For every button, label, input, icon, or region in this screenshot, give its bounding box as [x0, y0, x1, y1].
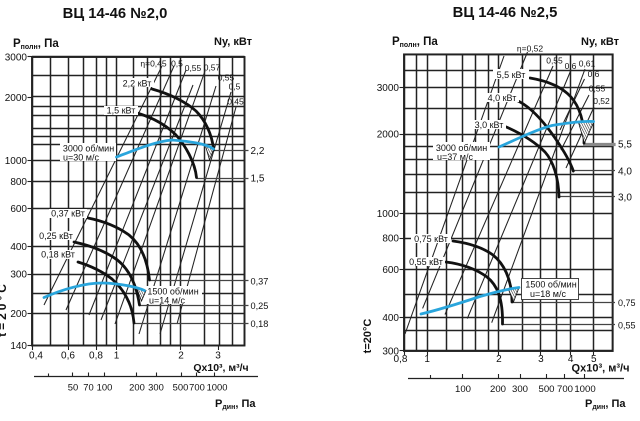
- svg-text:5,5 кВт: 5,5 кВт: [497, 70, 526, 80]
- svg-text:500: 500: [538, 384, 554, 395]
- svg-text:0,57: 0,57: [204, 63, 221, 73]
- svg-text:u=30 м/с: u=30 м/с: [63, 153, 99, 163]
- svg-text:Рдин, Па: Рдин, Па: [585, 398, 626, 411]
- svg-text:400: 400: [10, 242, 27, 253]
- svg-text:140: 140: [10, 341, 27, 352]
- svg-text:70: 70: [83, 382, 93, 393]
- svg-text:0,25: 0,25: [251, 301, 269, 311]
- svg-text:0,55: 0,55: [589, 84, 606, 94]
- svg-text:2: 2: [178, 351, 184, 362]
- svg-text:0,55: 0,55: [618, 321, 636, 331]
- svg-text:1,5 кВт: 1,5 кВт: [107, 106, 136, 116]
- svg-text:800: 800: [10, 177, 27, 188]
- svg-text:4: 4: [568, 354, 574, 365]
- svg-text:1000: 1000: [377, 209, 400, 220]
- svg-text:0,55: 0,55: [546, 56, 563, 66]
- svg-text:300: 300: [10, 270, 27, 281]
- svg-text:2000: 2000: [5, 93, 28, 104]
- svg-text:0,6: 0,6: [61, 351, 75, 362]
- svg-text:0,5: 0,5: [171, 59, 183, 69]
- svg-text:0,4: 0,4: [29, 351, 43, 362]
- svg-text:Qх10³, м³/ч: Qх10³, м³/ч: [572, 363, 630, 375]
- svg-text:300: 300: [382, 347, 399, 358]
- svg-text:2: 2: [496, 354, 502, 365]
- svg-text:3000 об/мин: 3000 об/мин: [436, 143, 487, 153]
- svg-text:4,0: 4,0: [618, 167, 632, 178]
- svg-text:0,75: 0,75: [618, 298, 636, 308]
- svg-text:600: 600: [10, 204, 27, 215]
- svg-text:Рдин, Па: Рдин, Па: [215, 398, 256, 411]
- svg-text:0,5: 0,5: [229, 82, 241, 92]
- svg-text:0,61: 0,61: [579, 59, 596, 69]
- svg-text:1,5: 1,5: [251, 174, 265, 185]
- svg-text:0,37 кВт: 0,37 кВт: [51, 209, 85, 219]
- svg-text:3,0: 3,0: [618, 193, 632, 204]
- svg-text:2,2: 2,2: [251, 146, 265, 157]
- svg-text:t=20°C: t=20°C: [0, 281, 9, 337]
- svg-text:4,0 кВт: 4,0 кВт: [488, 93, 517, 103]
- svg-text:0,52: 0,52: [593, 96, 610, 106]
- svg-text:1000: 1000: [574, 384, 595, 395]
- svg-text:1500 об/мин: 1500 об/мин: [525, 280, 576, 290]
- svg-text:50: 50: [68, 382, 78, 393]
- svg-text:0,75 кВт: 0,75 кВт: [414, 234, 448, 244]
- svg-text:0,6: 0,6: [588, 69, 600, 79]
- svg-text:t=20°C: t=20°C: [362, 319, 374, 354]
- svg-text:100: 100: [455, 384, 471, 395]
- svg-text:3: 3: [538, 354, 544, 365]
- svg-text:400: 400: [382, 313, 399, 324]
- svg-text:1: 1: [424, 354, 430, 365]
- svg-text:200: 200: [10, 309, 27, 320]
- svg-text:0,25 кВт: 0,25 кВт: [39, 231, 73, 241]
- svg-text:5,5: 5,5: [618, 140, 632, 151]
- svg-text:u=37 м/с: u=37 м/с: [437, 152, 473, 162]
- svg-text:3000: 3000: [5, 53, 28, 64]
- svg-text:3,0 кВт: 3,0 кВт: [475, 120, 504, 130]
- svg-text:1500 об/мин: 1500 об/мин: [147, 287, 198, 297]
- svg-text:Ny, кВт: Ny, кВт: [214, 36, 253, 48]
- svg-text:0,18 кВт: 0,18 кВт: [41, 250, 75, 260]
- svg-text:0,55: 0,55: [218, 73, 235, 83]
- svg-text:0,8: 0,8: [394, 354, 408, 365]
- svg-text:0,37: 0,37: [251, 277, 269, 287]
- svg-text:ВЦ 14-46 №2,5: ВЦ 14-46 №2,5: [453, 5, 558, 21]
- svg-text:600: 600: [382, 265, 399, 276]
- svg-text:1: 1: [114, 351, 120, 362]
- svg-text:0,55 кВт: 0,55 кВт: [409, 257, 443, 267]
- svg-text:0,8: 0,8: [89, 351, 103, 362]
- svg-text:1000: 1000: [5, 156, 28, 167]
- svg-text:2,2 кВт: 2,2 кВт: [123, 79, 152, 89]
- svg-text:3000 об/мин: 3000 об/мин: [63, 144, 114, 154]
- svg-text:0,45: 0,45: [227, 97, 244, 107]
- svg-text:200: 200: [490, 384, 506, 395]
- svg-text:700: 700: [557, 384, 573, 395]
- svg-text:500: 500: [173, 382, 189, 393]
- svg-text:u=18 м/с: u=18 м/с: [530, 289, 566, 299]
- svg-text:100: 100: [97, 382, 113, 393]
- svg-text:u=14 м/с: u=14 м/с: [149, 296, 185, 306]
- svg-text:0,18: 0,18: [251, 319, 269, 329]
- svg-text:η=0,52: η=0,52: [517, 44, 544, 54]
- svg-text:η=0,45: η=0,45: [140, 59, 167, 69]
- svg-text:300: 300: [148, 382, 164, 393]
- svg-text:3: 3: [215, 351, 221, 362]
- svg-text:0,6: 0,6: [565, 61, 577, 71]
- svg-text:Ny, кВт: Ny, кВт: [581, 36, 620, 48]
- svg-text:1000: 1000: [207, 382, 228, 393]
- svg-text:ВЦ 14-46 №2,0: ВЦ 14-46 №2,0: [63, 6, 168, 22]
- svg-text:3000: 3000: [377, 83, 400, 94]
- svg-text:300: 300: [512, 384, 528, 395]
- svg-text:2000: 2000: [377, 130, 400, 141]
- svg-text:700: 700: [189, 382, 205, 393]
- svg-text:800: 800: [382, 234, 399, 245]
- svg-text:Qх10³, м³/ч: Qх10³, м³/ч: [193, 362, 248, 374]
- svg-text:5: 5: [591, 354, 597, 365]
- svg-text:0,55: 0,55: [185, 63, 202, 73]
- svg-text:200: 200: [129, 382, 145, 393]
